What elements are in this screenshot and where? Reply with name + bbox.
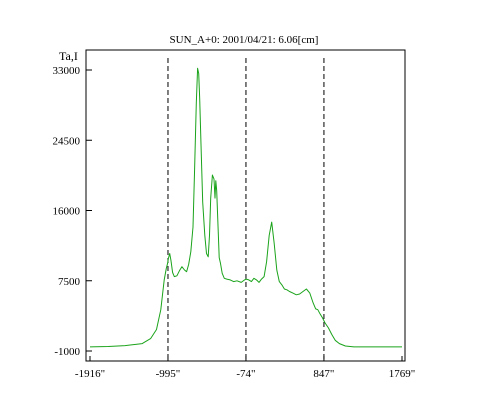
- y-tick-label: -1000: [54, 346, 80, 358]
- x-tick-label: 847": [313, 368, 334, 380]
- dashed-markers: [167, 58, 325, 361]
- y-tick-label: 24500: [53, 135, 81, 147]
- x-tick-label: 1769": [389, 368, 416, 380]
- x-tick-label: -74": [236, 368, 255, 380]
- chart-title: SUN_A+0: 2001/04/21: 6.06[cm]: [170, 34, 319, 46]
- y-tick-label: 7500: [58, 276, 81, 288]
- y-axis-label: Ta,I: [59, 49, 78, 63]
- x-tick-label: -995": [156, 368, 181, 380]
- x-tick-label: -1916": [75, 368, 105, 380]
- y-tick-label: 33000: [53, 65, 81, 77]
- data-series: [89, 67, 402, 348]
- axis-ticks: -1000 7500 16000 24500 33000 -1916" -995" -74" 8…: [53, 65, 416, 380]
- series-line: [89, 67, 402, 348]
- y-tick-label: 16000: [53, 206, 81, 218]
